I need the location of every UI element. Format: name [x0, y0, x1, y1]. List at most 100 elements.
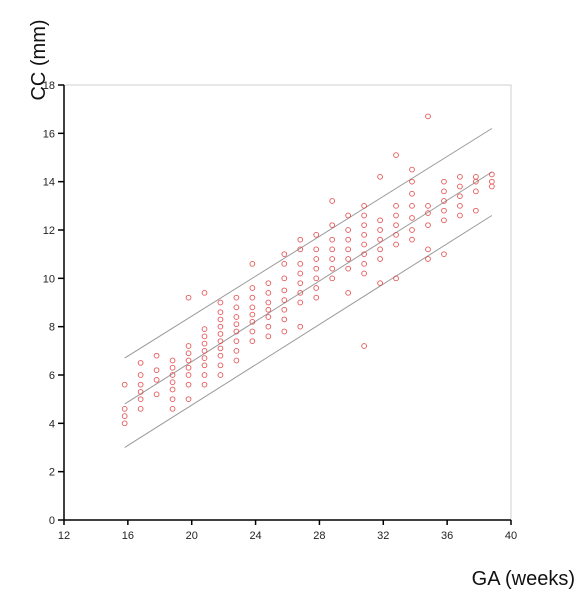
- fit-lines: [124, 128, 493, 448]
- data-point: [345, 236, 352, 243]
- data-point: [345, 246, 352, 253]
- data-point: [201, 372, 208, 378]
- data-point: [441, 207, 447, 214]
- x-tick-label: 40: [505, 530, 517, 542]
- data-point: [233, 304, 240, 311]
- data-point: [137, 389, 144, 395]
- data-point: [185, 343, 192, 349]
- data-point: [329, 222, 336, 229]
- data-point: [345, 212, 352, 219]
- data-point: [217, 299, 224, 306]
- data-point: [473, 188, 479, 195]
- data-point: [265, 289, 272, 296]
- data-point: [185, 357, 192, 364]
- data-point: [217, 309, 224, 316]
- data-point: [409, 227, 415, 233]
- data-point: [297, 323, 304, 330]
- data-point: [281, 316, 288, 323]
- x-ticks: 12 16 20 24 28 32 36 40: [58, 520, 517, 542]
- data-point: [393, 222, 399, 229]
- y-tick-label: 2: [49, 467, 55, 479]
- data-point: [457, 183, 463, 190]
- data-point: [297, 246, 304, 253]
- data-points: [121, 113, 495, 427]
- data-point: [217, 352, 224, 359]
- data-point: [137, 396, 144, 403]
- data-point: [488, 178, 495, 185]
- data-point: [217, 331, 224, 337]
- data-point: [377, 236, 383, 243]
- data-point: [201, 362, 208, 369]
- data-point: [345, 227, 352, 233]
- data-point: [233, 357, 240, 364]
- data-point: [121, 381, 128, 388]
- data-point: [441, 217, 447, 224]
- data-point: [169, 364, 176, 371]
- data-point: [233, 321, 240, 328]
- data-point: [488, 171, 495, 178]
- data-point: [201, 381, 208, 388]
- data-point: [153, 376, 160, 383]
- data-point: [425, 256, 431, 262]
- data-point: [201, 326, 208, 332]
- data-point: [361, 231, 367, 238]
- data-point: [393, 241, 399, 248]
- data-point: [121, 413, 128, 419]
- data-point: [137, 372, 144, 378]
- data-point: [169, 357, 176, 364]
- data-point: [361, 241, 367, 248]
- x-axis-title: GA (weeks): [472, 568, 575, 590]
- data-point: [441, 188, 447, 195]
- y-tick-label: 8: [49, 322, 55, 334]
- data-point: [409, 166, 415, 173]
- x-tick-label: 36: [441, 530, 453, 542]
- y-tick-label: 0: [49, 515, 55, 527]
- data-point: [329, 236, 336, 243]
- data-point: [233, 314, 240, 320]
- data-point: [265, 323, 272, 330]
- data-point: [313, 256, 320, 262]
- data-point: [425, 210, 431, 216]
- y-tick-label: 18: [43, 80, 55, 92]
- data-point: [121, 420, 128, 427]
- data-point: [361, 202, 367, 209]
- data-point: [441, 198, 447, 204]
- data-point: [201, 333, 208, 340]
- x-tick-label: 32: [377, 530, 389, 542]
- x-tick-label: 24: [249, 530, 261, 542]
- data-point: [137, 405, 144, 412]
- y-tick-label: 16: [43, 128, 55, 140]
- data-point: [441, 178, 447, 185]
- data-point: [185, 381, 192, 388]
- data-point: [393, 212, 399, 219]
- data-point: [377, 256, 383, 262]
- x-tick-label: 20: [186, 530, 198, 542]
- data-point: [201, 355, 208, 361]
- data-point: [249, 285, 256, 291]
- data-point: [377, 217, 383, 224]
- data-point: [281, 297, 288, 303]
- data-point: [297, 260, 304, 267]
- data-point: [153, 352, 160, 359]
- data-point: [457, 202, 463, 209]
- data-point: [201, 347, 208, 354]
- data-point: [217, 323, 224, 330]
- data-point: [233, 347, 240, 354]
- data-point: [345, 256, 352, 262]
- data-point: [377, 173, 383, 180]
- data-point: [377, 246, 383, 253]
- x-tick-label: 16: [122, 530, 134, 542]
- data-point: [393, 231, 399, 238]
- x-tick-label: 12: [58, 530, 70, 542]
- data-point: [281, 306, 288, 313]
- data-point: [329, 246, 336, 253]
- y-ticks: 0 2 4 6 8 10 12 14 16 18: [43, 80, 64, 527]
- data-point: [169, 396, 176, 403]
- data-point: [361, 212, 367, 219]
- data-point: [313, 231, 320, 238]
- data-point: [233, 294, 240, 301]
- data-point: [169, 372, 176, 378]
- data-point: [457, 173, 463, 180]
- data-point: [377, 280, 383, 287]
